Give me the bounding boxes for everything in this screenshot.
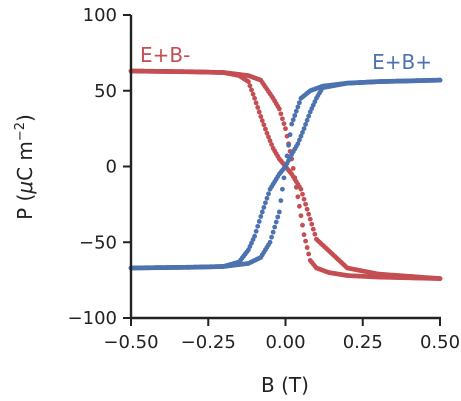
data-point-series-2-branch-1 bbox=[259, 209, 265, 215]
data-point-series-2-branch-1 bbox=[253, 228, 259, 234]
data-point-series-1-branch-2 bbox=[281, 121, 287, 127]
data-point-series-1-branch-1 bbox=[303, 201, 308, 207]
data-point-series-2-branch-2 bbox=[272, 224, 278, 230]
data-point-series-1-branch-2 bbox=[437, 276, 443, 282]
data-point-series-2-branch-1 bbox=[263, 200, 268, 206]
data-point-series-2-branch-2 bbox=[292, 113, 298, 118]
data-point-series-1-branch-1 bbox=[256, 109, 262, 115]
data-point-series-1-branch-2 bbox=[304, 245, 310, 250]
data-point-series-1-branch-2 bbox=[276, 106, 282, 112]
data-point-series-2-branch-2 bbox=[293, 108, 299, 114]
data-point-series-2-branch-1 bbox=[301, 126, 307, 132]
data-point-series-1-branch-1 bbox=[259, 118, 265, 124]
data-point-series-2-branch-2 bbox=[287, 132, 293, 138]
data-point-series-1-branch-2 bbox=[283, 126, 288, 132]
x-tick-label: 0.25 bbox=[343, 332, 383, 353]
data-point-series-2-branch-2 bbox=[286, 142, 291, 148]
data-point-series-2-branch-1 bbox=[300, 130, 305, 135]
data-point-series-1-branch-1 bbox=[309, 221, 315, 227]
data-point-series-2-branch-1 bbox=[306, 113, 312, 119]
x-tick-label: −0.25 bbox=[181, 332, 236, 353]
data-point-series-1-branch-2 bbox=[303, 238, 308, 244]
data-point-series-2-branch-1 bbox=[304, 117, 310, 123]
data-point-series-1-branch-1 bbox=[306, 211, 312, 217]
data-point-series-1-branch-2 bbox=[280, 116, 285, 122]
data-point-series-2-branch-2 bbox=[297, 100, 302, 106]
data-point-series-2-branch-2 bbox=[437, 77, 443, 83]
axis-ticks: −0.50 −0.25 0.00 0.25 0.50 −100 −50 0 50 100 bbox=[68, 5, 460, 353]
data-point-series-1-branch-2 bbox=[290, 165, 296, 171]
data-point-series-1-branch-2 bbox=[292, 175, 298, 181]
data-point-series-1-branch-2 bbox=[278, 111, 284, 117]
data-point-series-2-branch-1 bbox=[295, 141, 301, 147]
data-point-series-1-branch-2 bbox=[297, 203, 302, 209]
y-axis-label: P (μC m−2) bbox=[13, 114, 37, 220]
data-point-series-1-branch-1 bbox=[266, 134, 271, 140]
data-point-series-2-branch-2 bbox=[278, 198, 284, 203]
data-point-series-2-branch-1 bbox=[258, 214, 264, 219]
data-point-series-1-branch-1 bbox=[269, 142, 274, 147]
data-point-series-2-branch-2 bbox=[267, 239, 273, 245]
data-point-series-1-branch-2 bbox=[306, 251, 312, 257]
data-point-series-1-branch-1 bbox=[255, 105, 261, 110]
data-point-series-2-branch-2 bbox=[275, 214, 281, 220]
data-point-series-1-branch-1 bbox=[312, 231, 318, 237]
x-tick-label: 0.50 bbox=[420, 332, 460, 353]
x-tick-label: 0.00 bbox=[265, 332, 305, 353]
data-point-series-1-branch-1 bbox=[249, 87, 254, 93]
data-point-series-1-branch-1 bbox=[298, 186, 304, 192]
data-point-series-2-branch-2 bbox=[273, 219, 279, 225]
y-tick-label: −100 bbox=[68, 308, 117, 329]
data-point-series-1-branch-1 bbox=[253, 100, 259, 106]
data-point-series-2-branch-1 bbox=[303, 122, 308, 127]
data-point-series-1-branch-2 bbox=[293, 184, 299, 190]
data-point-series-2-branch-1 bbox=[261, 205, 267, 210]
data-point-series-2-branch-1 bbox=[264, 195, 270, 201]
data-point-series-1-branch-1 bbox=[310, 226, 316, 232]
y-tick-label: −50 bbox=[79, 232, 117, 253]
data-point-series-1-branch-1 bbox=[264, 130, 270, 136]
data-point-series-1-branch-1 bbox=[250, 91, 256, 97]
data-point-series-2-branch-1 bbox=[266, 191, 271, 197]
data-point-series-2-branch-2 bbox=[280, 186, 285, 192]
data-point-series-1-branch-2 bbox=[301, 232, 307, 238]
data-point-series-1-branch-1 bbox=[263, 126, 268, 132]
y-tick-label: 50 bbox=[94, 81, 117, 102]
data-point-series-2-branch-2 bbox=[276, 209, 282, 215]
data-point-series-2-branch-1 bbox=[298, 133, 304, 139]
x-tick-label: −0.50 bbox=[103, 332, 158, 353]
data-point-series-2-branch-1 bbox=[297, 137, 302, 143]
data-point-series-2-branch-2 bbox=[269, 234, 274, 240]
data-point-series-1-branch-1 bbox=[304, 206, 310, 212]
data-point-series-2-branch-1 bbox=[255, 223, 261, 229]
data-point-series-2-branch-2 bbox=[295, 104, 301, 110]
data-point-series-2-branch-2 bbox=[283, 164, 288, 169]
data-point-series-1-branch-1 bbox=[258, 114, 264, 119]
data-point-series-2-branch-2 bbox=[270, 229, 276, 235]
data-point-series-1-branch-1 bbox=[307, 216, 313, 222]
data-point-series-2-branch-1 bbox=[252, 233, 257, 239]
data-points-layer bbox=[128, 68, 443, 282]
data-point-series-1-branch-1 bbox=[247, 83, 253, 89]
data-point-series-2-branch-2 bbox=[289, 121, 295, 127]
series-label-e-b-plus: E+B+ bbox=[372, 50, 432, 74]
data-point-series-1-branch-2 bbox=[300, 222, 305, 228]
data-point-series-1-branch-2 bbox=[295, 194, 301, 200]
data-point-series-1-branch-1 bbox=[301, 196, 307, 202]
x-axis-label: B (T) bbox=[261, 373, 309, 397]
data-point-series-2-branch-1 bbox=[256, 219, 262, 224]
data-point-series-1-branch-1 bbox=[246, 79, 251, 85]
data-point-series-2-branch-2 bbox=[290, 117, 296, 123]
data-point-series-1-branch-1 bbox=[267, 138, 273, 144]
data-point-series-2-branch-2 bbox=[281, 175, 287, 181]
series-label-e-b-minus: E+B- bbox=[140, 43, 190, 67]
data-point-series-1-branch-1 bbox=[252, 95, 257, 101]
data-point-series-2-branch-2 bbox=[284, 153, 290, 159]
data-point-series-1-branch-1 bbox=[300, 191, 305, 197]
y-tick-label: 100 bbox=[83, 5, 117, 26]
data-point-series-1-branch-2 bbox=[298, 213, 304, 219]
y-tick-label: 0 bbox=[106, 157, 117, 178]
data-point-series-1-branch-1 bbox=[261, 122, 267, 128]
